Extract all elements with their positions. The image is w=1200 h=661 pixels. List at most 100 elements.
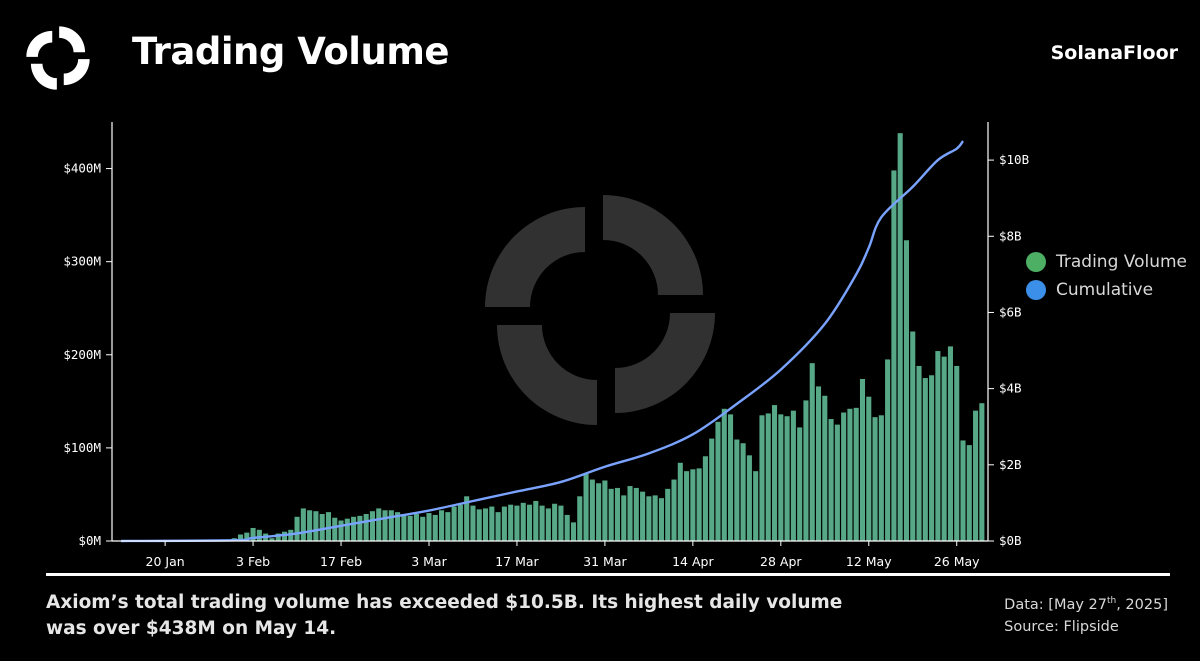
volume-bar [583, 473, 589, 541]
x-tick-label: 20 Jan [146, 554, 185, 569]
volume-bar [432, 514, 438, 541]
volume-bar [872, 417, 878, 541]
left-tick-label: $100M [63, 440, 101, 455]
volume-bar [376, 508, 382, 541]
source-label: Source: Flipside [1004, 618, 1119, 635]
volume-bar [476, 509, 482, 541]
legend-label-trading-volume: Trading Volume [1056, 252, 1188, 272]
footer-divider [46, 573, 1170, 576]
x-tick-label: 12 May [846, 554, 892, 569]
volume-bar [734, 439, 740, 541]
footer-caption: Axiom’s total trading volume has exceede… [46, 592, 843, 639]
volume-bar [790, 410, 796, 541]
volume-bar [294, 516, 300, 541]
chart-axes: $0M $100M $200M $300M $400M $0B $2B $4B $6B $8B $1… [63, 122, 1029, 569]
volume-bar [784, 416, 790, 541]
volume-bar [815, 386, 822, 541]
volume-bar [457, 504, 463, 541]
volume-bar [690, 469, 696, 541]
volume-bar [929, 375, 935, 541]
volume-bar [627, 486, 633, 541]
legend-item-cumulative: Cumulative [1026, 276, 1187, 304]
volume-bar [759, 415, 765, 541]
logo-arc [63, 59, 90, 86]
volume-bar [558, 505, 564, 541]
volume-bar [715, 421, 721, 541]
volume-bar [916, 365, 922, 541]
volume-bar [709, 438, 715, 541]
volume-bar [721, 408, 727, 541]
volume-bar [866, 396, 872, 541]
volume-bar [533, 500, 539, 541]
volume-bar [413, 513, 419, 541]
volume-bar [834, 424, 840, 541]
volume-bar [256, 529, 262, 541]
volume-bar [526, 504, 533, 541]
volume-bar [891, 170, 897, 541]
page-title: Trading Volume [132, 30, 449, 73]
volume-bar [621, 495, 627, 541]
x-tick-label: 31 Mar [583, 554, 627, 569]
volume-bar [885, 359, 891, 541]
volume-bar [935, 351, 941, 541]
volume-bar [495, 512, 501, 541]
legend-item-trading-volume: Trading Volume [1026, 248, 1187, 276]
brand-name: SolanaFloor [1050, 42, 1178, 64]
volume-bar [514, 505, 520, 541]
volume-bar [702, 456, 708, 541]
chart-legend: Trading Volume Cumulative [1026, 248, 1187, 304]
volume-bar [313, 511, 319, 541]
volume-bar [746, 455, 752, 541]
left-tick-label: $400M [63, 161, 101, 176]
volume-bar [960, 440, 966, 541]
x-tick-label: 26 May [934, 554, 980, 569]
x-tick-label: 3 Mar [411, 554, 447, 569]
volume-bar [633, 487, 639, 541]
volume-bar [608, 488, 614, 541]
volume-bar [319, 513, 325, 541]
volume-bar [577, 496, 583, 541]
volume-bar [740, 443, 746, 541]
volume-bar [853, 407, 859, 541]
volume-bar [426, 513, 432, 541]
volume-bar [269, 538, 275, 541]
x-tick-label: 3 Feb [236, 554, 270, 569]
volume-bar [564, 514, 570, 541]
legend-dot-cumulative [1026, 280, 1046, 300]
left-tick-label: $0M [78, 533, 101, 548]
solanafloor-watermark-icon [485, 195, 715, 425]
right-tick-label: $10B [999, 152, 1029, 167]
x-tick-label: 14 Apr [672, 554, 714, 569]
legend-label-cumulative: Cumulative [1056, 280, 1154, 300]
volume-bar [771, 405, 778, 541]
volume-bar [363, 513, 369, 541]
volume-bar [696, 468, 702, 541]
volume-bar [677, 462, 683, 541]
volume-bar [351, 516, 357, 541]
right-tick-label: $6B [999, 304, 1022, 319]
volume-bar [445, 512, 451, 541]
volume-bar [614, 487, 621, 541]
volume-bar [281, 531, 288, 541]
logo-arc [603, 195, 703, 295]
volume-bar [765, 413, 771, 541]
volume-bar [325, 512, 332, 541]
volume-bar [464, 496, 470, 541]
volume-bar [508, 504, 514, 541]
volume-bar [395, 512, 401, 541]
volume-bar [244, 532, 250, 541]
volume-bar [596, 483, 602, 541]
right-tick-label: $2B [999, 457, 1022, 472]
volume-bar [401, 513, 407, 541]
volume-bar [369, 511, 375, 541]
volume-bar [420, 516, 426, 541]
volume-bar [589, 479, 595, 541]
cumulative-line [121, 140, 964, 543]
x-tick-label: 17 Feb [320, 554, 362, 569]
volume-bar [822, 395, 828, 541]
volume-bar [897, 133, 903, 541]
right-tick-label: $8B [999, 228, 1022, 243]
volume-bar [778, 414, 784, 541]
volume-bar [922, 378, 928, 541]
volume-bar [552, 503, 558, 541]
